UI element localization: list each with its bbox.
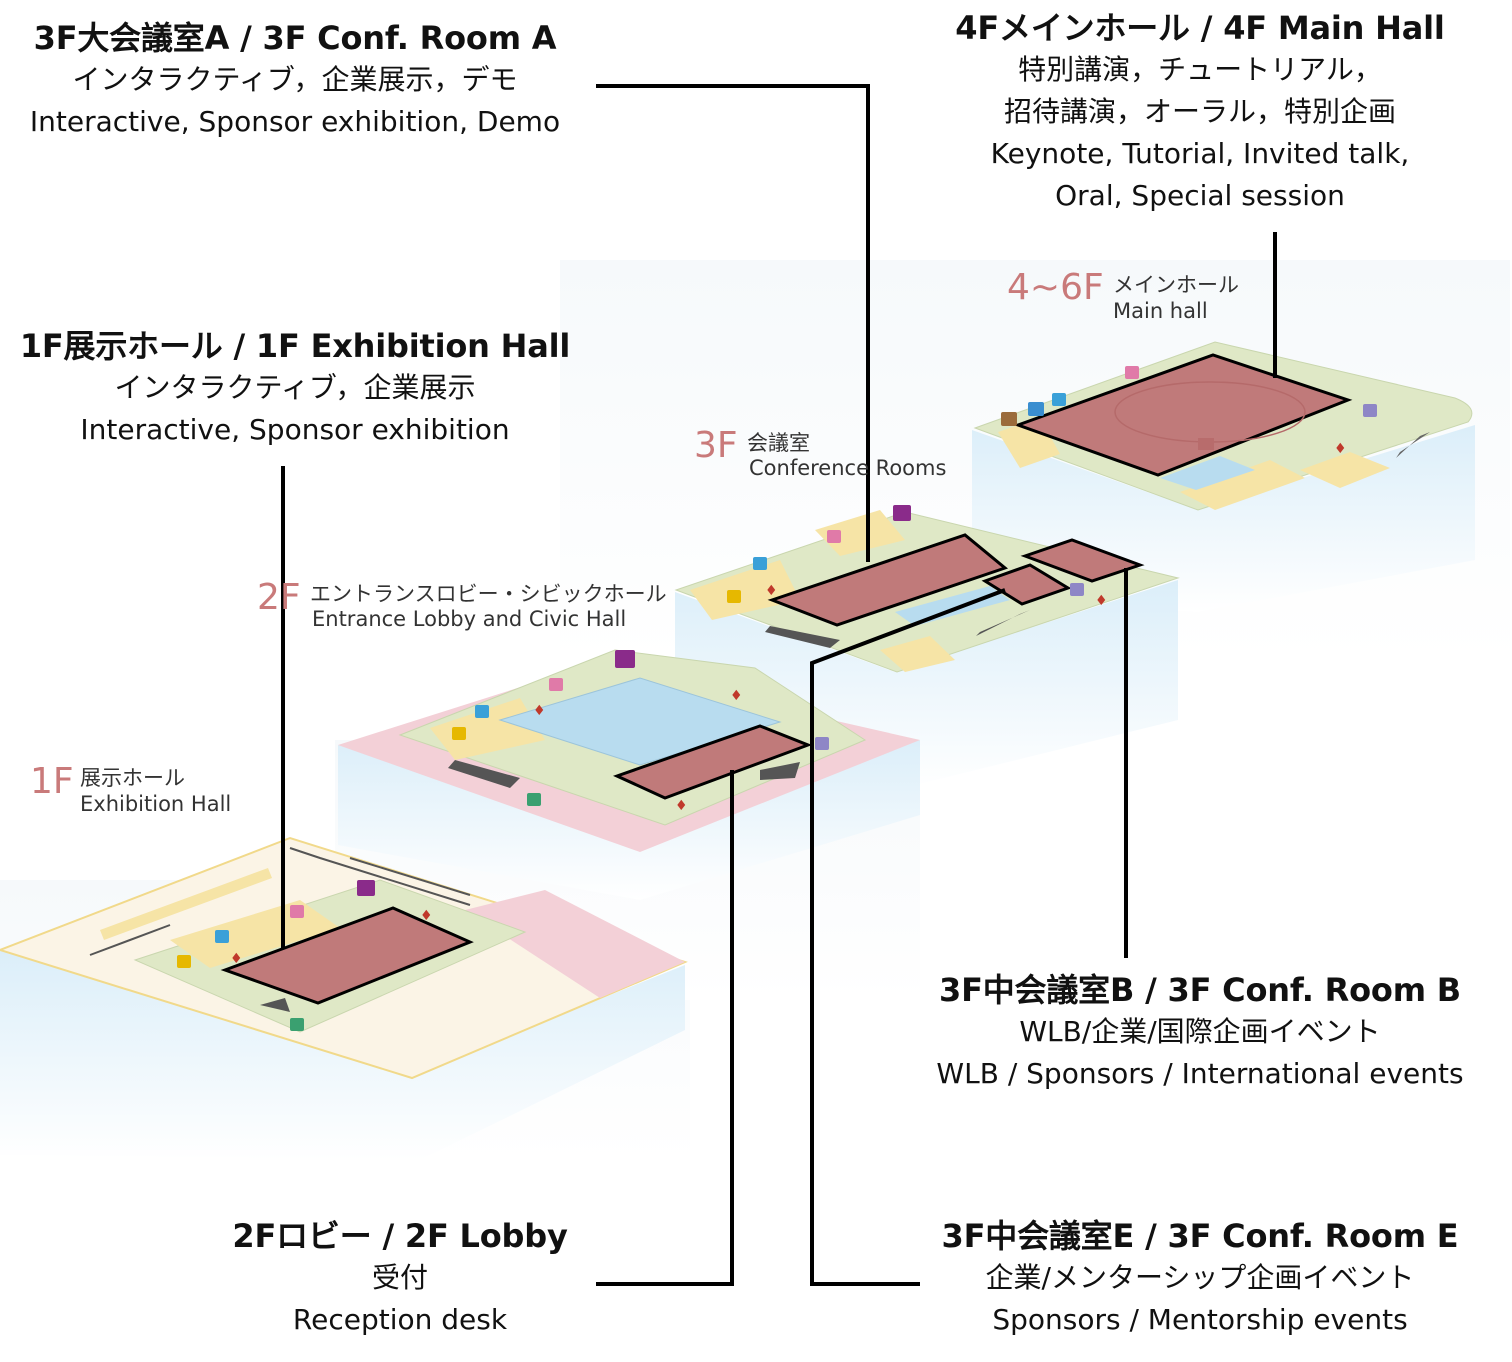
elevator-icon bbox=[727, 590, 741, 603]
floor-name-en: Exhibition Hall bbox=[80, 792, 232, 816]
callout-desc-jp: インタラクティブ，企業展示，デモ bbox=[72, 63, 518, 96]
floor-name-jp: メインホール bbox=[1113, 273, 1239, 297]
floor-4f-pool bbox=[1160, 456, 1255, 490]
floor-name-jp: 会議室 bbox=[747, 431, 810, 455]
elevator-icon bbox=[827, 530, 841, 543]
leader-line-conf-a bbox=[596, 84, 870, 562]
callout-conf-room-b: 3F中会議室B / 3F Conf. Room B WLB/企業/国際企画イベン… bbox=[890, 974, 1510, 1088]
floor-1f-strip bbox=[100, 868, 272, 940]
restroom-icon: ♦ bbox=[765, 583, 778, 599]
floor-3f-corridor bbox=[815, 510, 905, 556]
elevator-icon bbox=[815, 737, 829, 750]
callout-title: 3F大会議室A / 3F Conf. Room A bbox=[33, 19, 557, 57]
callout-lobby: 2Fロビー / 2F Lobby 受付 Reception desk bbox=[150, 1220, 650, 1334]
elevator-icon bbox=[1052, 393, 1066, 406]
floor-name-jp: エントランスロビー・シビックホール bbox=[310, 582, 667, 606]
floor-2f-corridor bbox=[430, 698, 545, 760]
restroom-icon: ♦ bbox=[675, 798, 688, 814]
elevator-icon bbox=[753, 557, 767, 570]
stairs-icon bbox=[448, 760, 520, 788]
floor-1f-plaza bbox=[465, 890, 685, 998]
elevator-icon bbox=[452, 727, 466, 740]
main-hall-stage-block bbox=[1198, 438, 1214, 450]
callout-exhibition-hall: 1F展示ホール / 1F Exhibition Hall インタラクティブ，企業… bbox=[0, 330, 590, 444]
elevator-icon bbox=[1125, 366, 1139, 379]
floor-3f-lounge bbox=[895, 586, 1010, 626]
restroom-icon: ♦ bbox=[420, 908, 433, 924]
floor-4f-corridor bbox=[1300, 452, 1390, 488]
callout-desc-en: Sponsors / Mentorship events bbox=[992, 1303, 1408, 1336]
elevator-icon bbox=[290, 905, 304, 918]
callout-desc-jp-1: 特別講演，チュートリアル， bbox=[1018, 53, 1382, 86]
callout-conf-room-a: 3F大会議室A / 3F Conf. Room A インタラクティブ，企業展示，… bbox=[0, 22, 590, 136]
leader-line-conf-e bbox=[810, 588, 1006, 1286]
highlight-main-hall bbox=[1013, 353, 1353, 477]
floor-name-en: Entrance Lobby and Civic Hall bbox=[312, 607, 627, 631]
floor-name-jp: 展示ホール bbox=[80, 766, 185, 790]
floor-3f-corridor bbox=[880, 636, 955, 672]
escalator-icon bbox=[615, 650, 635, 668]
floor-number: 4~6F bbox=[1007, 267, 1104, 308]
callout-title: 3F中会議室E / 3F Conf. Room E bbox=[941, 1217, 1459, 1255]
elevator-icon bbox=[1070, 583, 1084, 596]
callout-conf-room-e: 3F中会議室E / 3F Conf. Room E 企業/メンターシップ企画イベ… bbox=[900, 1220, 1500, 1334]
callout-main-hall: 4Fメインホール / 4F Main Hall 特別講演，チュートリアル， 招待… bbox=[900, 12, 1500, 210]
floor-3f-corridor bbox=[690, 560, 800, 620]
elevator-icon bbox=[1363, 404, 1377, 417]
stairs-icon bbox=[765, 626, 840, 648]
escalator-icon bbox=[1001, 412, 1017, 426]
facility-icons: ♦ ♦ ♦ ♦ ♦ ♦ ♦ ♦ bbox=[177, 366, 1377, 1031]
callout-desc-jp: インタラクティブ，企業展示 bbox=[114, 371, 476, 404]
callout-title: 3F中会議室B / 3F Conf. Room B bbox=[939, 971, 1461, 1009]
restroom-icon: ♦ bbox=[730, 688, 743, 704]
arrow-path-icon bbox=[289, 847, 471, 906]
callout-desc-en: Interactive, Sponsor exhibition bbox=[80, 413, 510, 446]
highlight-exhibition-hall bbox=[220, 906, 474, 1005]
floor-name-en: Main hall bbox=[1113, 299, 1208, 323]
floor-name-en: Conference Rooms bbox=[749, 456, 947, 480]
restroom-icon: ♦ bbox=[1095, 593, 1108, 609]
elevator-icon bbox=[527, 793, 541, 806]
callout-desc-jp: 企業/メンターシップ企画イベント bbox=[985, 1261, 1415, 1294]
escalator-icon bbox=[357, 880, 375, 896]
highlight-conf-room-b bbox=[1020, 538, 1145, 583]
callout-title: 4Fメインホール / 4F Main Hall bbox=[955, 9, 1445, 47]
elevator-icon bbox=[549, 678, 563, 691]
highlight-conf-room-a bbox=[767, 533, 1009, 627]
escalator-icon bbox=[1028, 402, 1044, 416]
restroom-icon: ♦ bbox=[1334, 441, 1347, 457]
callout-desc-en: Interactive, Sponsor exhibition, Demo bbox=[29, 105, 561, 138]
callout-desc-en: Reception desk bbox=[292, 1303, 508, 1336]
floor-number: 3F bbox=[694, 425, 738, 466]
highlight-conf-room-e bbox=[981, 563, 1072, 606]
leader-line-lobby bbox=[596, 770, 734, 1286]
elevator-icon bbox=[215, 930, 229, 943]
stairs-icon bbox=[260, 998, 290, 1012]
floor-number: 1F bbox=[30, 761, 74, 802]
callout-desc-en-1: Keynote, Tutorial, Invited talk, bbox=[990, 137, 1410, 170]
highlight-lobby bbox=[612, 724, 813, 800]
escalator-icon bbox=[893, 505, 911, 521]
callout-desc-jp: WLB/企業/国際企画イベント bbox=[1019, 1015, 1381, 1048]
elevator-icon bbox=[290, 1018, 304, 1031]
callout-desc-jp: 受付 bbox=[371, 1261, 428, 1294]
callout-desc-en-2: Oral, Special session bbox=[1055, 179, 1345, 212]
elevator-icon bbox=[475, 705, 489, 718]
arrow-path-icon bbox=[89, 924, 171, 956]
stairs-icon bbox=[760, 762, 800, 780]
floor-4f-corridor bbox=[1180, 460, 1305, 510]
callout-desc-en: WLB / Sponsors / International events bbox=[936, 1057, 1464, 1090]
callout-title: 1F展示ホール / 1F Exhibition Hall bbox=[19, 327, 571, 365]
callout-desc-jp-2: 招待講演，オーラル，特別企画 bbox=[1003, 95, 1396, 128]
restroom-icon: ♦ bbox=[230, 951, 243, 967]
elevator-icon bbox=[177, 955, 191, 968]
floor-1f bbox=[0, 836, 688, 1160]
callout-title: 2Fロビー / 2F Lobby bbox=[232, 1217, 568, 1255]
floor-number: 2F bbox=[257, 577, 301, 618]
restroom-icon: ♦ bbox=[533, 703, 546, 719]
